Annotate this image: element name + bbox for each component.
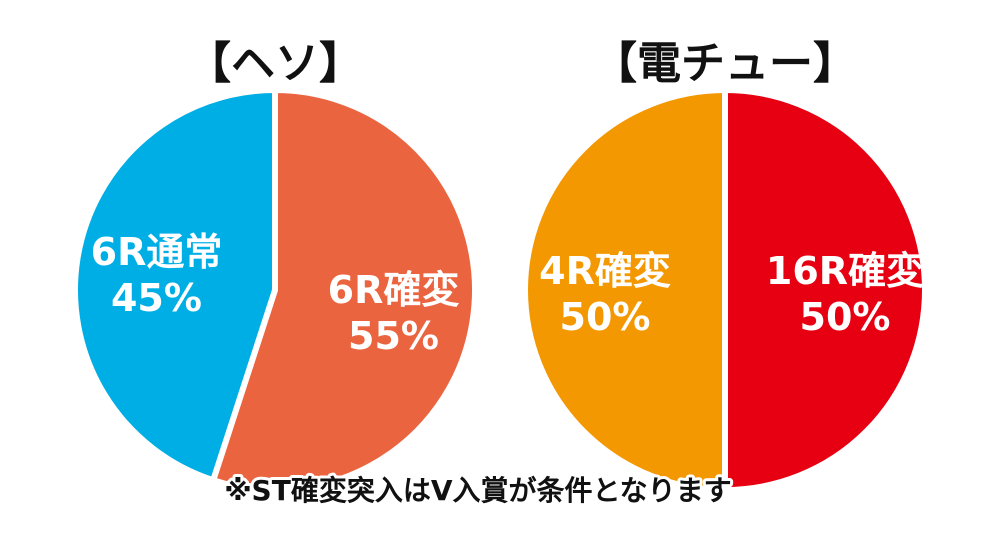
slice-label: 16R確変 <box>766 249 924 293</box>
pie-slice <box>722 87 928 493</box>
slice-value-label: 50% <box>800 295 891 339</box>
pie-slice <box>72 87 278 484</box>
pie-slice <box>210 87 478 493</box>
pie-title: 【ヘソ】 <box>187 38 363 89</box>
footnote: ※ST確変突入はV入賞が条件となります <box>224 474 731 507</box>
slice-label: 6R確変 <box>328 268 460 312</box>
slice-value-label: 55% <box>348 314 439 358</box>
slice-value-label: 45% <box>111 276 202 320</box>
slice-label: 6R通常 <box>91 230 223 274</box>
pie-slice <box>522 87 728 493</box>
slice-label: 4R確変 <box>539 249 671 293</box>
pie-title: 【電チュー】 <box>593 38 857 89</box>
slice-value-label: 50% <box>560 295 651 339</box>
